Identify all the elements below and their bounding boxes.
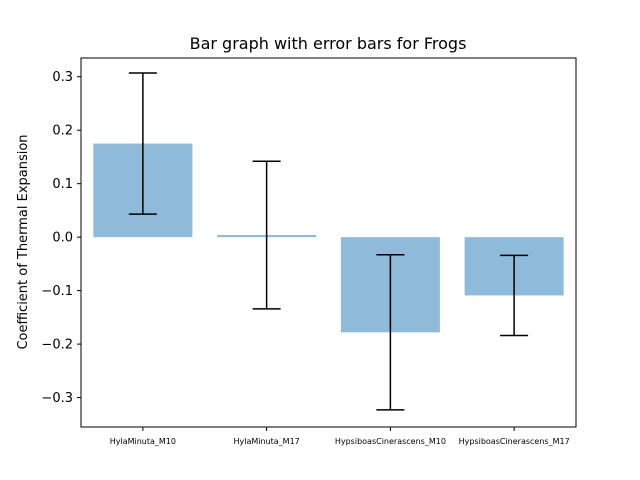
x-tick-label: HypsiboasCinerascens_M17 — [459, 437, 570, 446]
y-axis: −0.3 −0.2 −0.1 0.0 0.1 0.2 0.3 — [41, 70, 81, 406]
y-tick-label: −0.1 — [41, 284, 73, 299]
y-axis-label: Coefficient of Thermal Expansion — [16, 134, 31, 349]
y-tick-label: −0.2 — [41, 338, 73, 353]
y-tick-label: 0.1 — [52, 177, 73, 192]
x-tick-label: HypsiboasCinerascens_M10 — [335, 437, 446, 446]
y-tick-label: −0.3 — [41, 391, 73, 406]
x-tick-label: HylaMinuta_M17 — [233, 437, 299, 446]
y-tick-label: 0.0 — [52, 231, 73, 246]
x-tick-label: HylaMinuta_M10 — [110, 437, 176, 446]
plot-frame — [80, 57, 577, 428]
chart-title: Bar graph with error bars for Frogs — [190, 34, 467, 53]
y-tick-label: 0.3 — [52, 70, 73, 85]
x-axis: HylaMinuta_M10 HylaMinuta_M17 HypsiboasCin… — [110, 427, 570, 446]
bars-group — [93, 143, 564, 333]
y-tick-label: 0.2 — [52, 124, 73, 139]
errorbars-group — [128, 72, 529, 411]
